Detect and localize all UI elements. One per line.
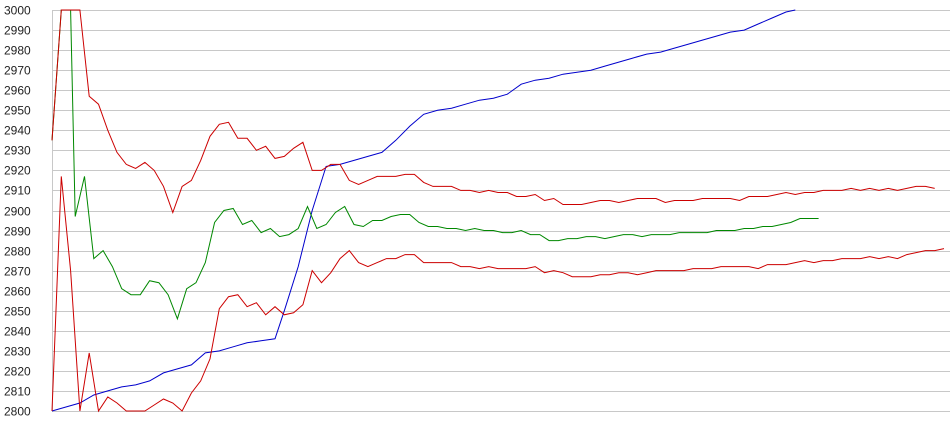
y-tick-label: 2840 — [4, 325, 31, 339]
grid-lines — [52, 10, 950, 412]
y-tick-label: 2920 — [4, 164, 31, 178]
y-tick-label: 2860 — [4, 285, 31, 299]
y-tick-label: 2930 — [4, 144, 31, 158]
y-tick-label: 2940 — [4, 124, 31, 138]
y-tick-label: 2830 — [4, 345, 31, 359]
y-tick-label: 2800 — [4, 405, 31, 419]
y-tick-label: 2990 — [4, 24, 31, 38]
y-tick-label: 2890 — [4, 225, 31, 239]
y-tick-label: 2880 — [4, 245, 31, 259]
series-line-1 — [51, 9, 796, 412]
y-tick-label: 3000 — [4, 4, 31, 18]
y-tick-label: 2900 — [4, 205, 31, 219]
series-line-2 — [51, 9, 819, 321]
y-tick-label: 2810 — [4, 385, 31, 399]
y-tick-label: 2870 — [4, 265, 31, 279]
series-line-3 — [51, 9, 935, 214]
y-tick-label: 2910 — [4, 184, 31, 198]
y-tick-label: 2970 — [4, 64, 31, 78]
series-lines — [51, 9, 945, 413]
y-axis: 3000 2990 2980 2970 2960 2950 2940 2930 2920 2910… — [4, 4, 53, 419]
y-tick-label: 2950 — [4, 104, 31, 118]
y-tick-label: 2850 — [4, 305, 31, 319]
series-line-4 — [51, 176, 945, 413]
y-tick-label: 2980 — [4, 44, 31, 58]
y-tick-label: 2960 — [4, 84, 31, 98]
y-tick-label: 2820 — [4, 365, 31, 379]
